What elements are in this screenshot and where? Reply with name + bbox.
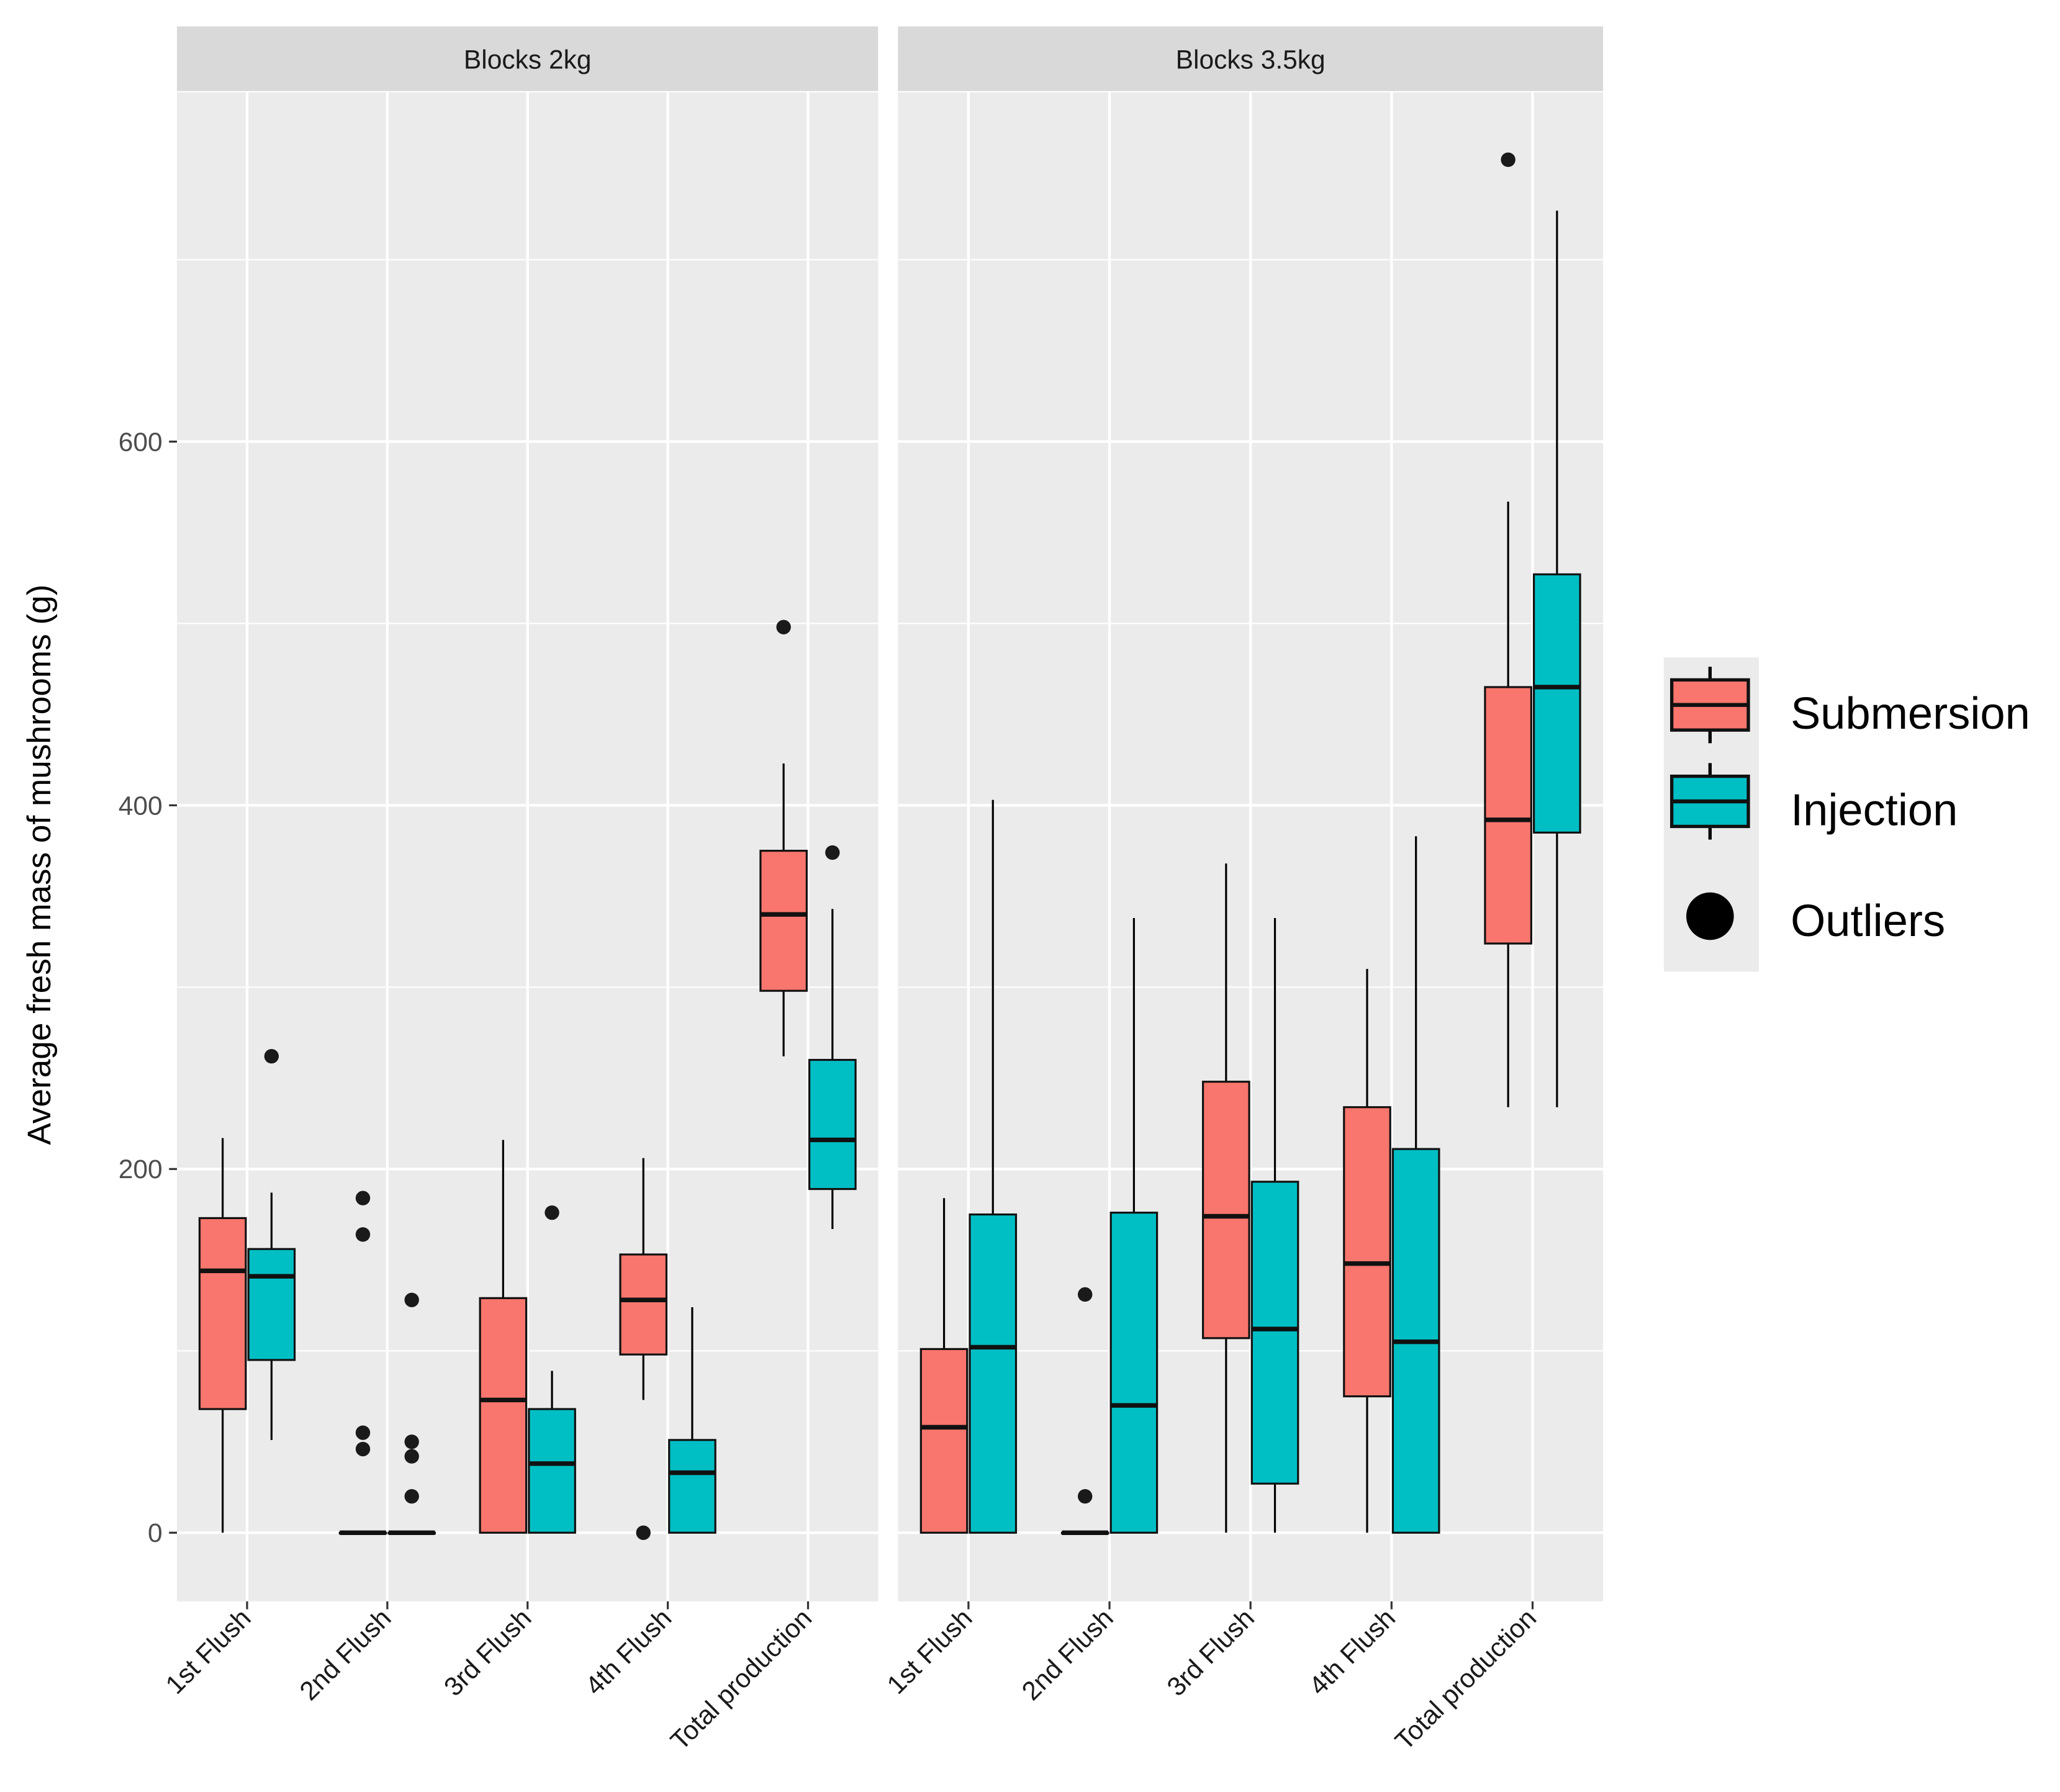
strip-title: Blocks 2kg <box>464 45 592 75</box>
box-iqr <box>1202 1081 1250 1339</box>
outlier-point <box>1077 1488 1093 1504</box>
x-tick-label: 1st Flush <box>160 1603 257 1700</box>
outlier-point <box>355 1191 371 1205</box>
box-submersion <box>1343 969 1391 1533</box>
box-submersion <box>759 619 808 1056</box>
panel-2: Blocks 3.5kg 1st Flush 2nd Flush 3rd Flush 4… <box>882 26 1604 1756</box>
box-iqr <box>1533 573 1581 834</box>
box-injection <box>1533 210 1581 1107</box>
box-injection <box>1109 918 1159 1534</box>
outlier-point <box>404 1449 419 1464</box>
x-tick-label: Total production <box>1389 1603 1542 1756</box>
outlier-point <box>404 1434 419 1449</box>
box-iqr <box>528 1408 576 1534</box>
y-tick-label: 600 <box>119 427 163 457</box>
box-submersion <box>198 1138 247 1533</box>
box-iqr <box>1109 1212 1159 1534</box>
x-tick-label: 4th Flush <box>1303 1603 1401 1701</box>
box-injection <box>808 845 857 1230</box>
box-iqr <box>198 1217 247 1410</box>
legend-label: Injection <box>1791 785 1958 835</box>
x-tick-label: 2nd Flush <box>294 1603 397 1706</box>
x-tick-label: 3rd Flush <box>1161 1603 1260 1702</box>
box-injection <box>528 1205 576 1534</box>
legend-label: Submersion <box>1791 689 2030 739</box>
y-tick-label: 0 <box>148 1518 163 1548</box>
x-tick-label: 3rd Flush <box>438 1603 537 1702</box>
box-injection <box>247 1048 296 1440</box>
box-iqr <box>1343 1106 1391 1398</box>
strip-title: Blocks 3.5kg <box>1176 45 1326 75</box>
box-submersion <box>1060 1287 1109 1536</box>
box-iqr <box>969 1213 1018 1534</box>
outlier-point <box>776 619 791 634</box>
legend-label: Outliers <box>1791 896 1945 946</box>
box-submersion <box>479 1140 528 1534</box>
box-iqr <box>247 1248 296 1361</box>
y-axis-label: Average fresh mass of mushrooms (g) <box>21 585 58 1145</box>
outlier-point <box>544 1205 559 1220</box>
box-submersion <box>1202 863 1250 1533</box>
box-submersion <box>619 1158 668 1540</box>
x-tick-label: 2nd Flush <box>1016 1603 1119 1706</box>
y-tick-label: 400 <box>119 791 163 821</box>
strip-background <box>898 26 1604 91</box>
box-submersion <box>338 1191 387 1536</box>
y-tick-label: 200 <box>119 1155 163 1184</box>
box-iqr <box>479 1297 528 1534</box>
outlier-point <box>355 1425 371 1440</box>
box-injection <box>387 1292 436 1536</box>
box-injection <box>1391 836 1440 1534</box>
box-iqr <box>1250 1181 1299 1485</box>
x-tick-label: Total production <box>665 1603 818 1756</box>
box-injection <box>668 1307 716 1534</box>
outlier-point <box>825 845 840 860</box>
outlier-point <box>355 1227 371 1242</box>
outlier-point <box>355 1441 371 1457</box>
outlier-point <box>1501 152 1516 168</box>
box-submersion <box>1484 152 1532 1107</box>
box-iqr <box>919 1348 969 1534</box>
outlier-point <box>404 1292 419 1307</box>
outlier-point <box>264 1048 279 1064</box>
legend-key-outliers <box>1686 892 1734 940</box>
box-injection <box>1250 918 1299 1533</box>
strip-background <box>177 26 879 91</box>
box-iqr <box>808 1058 857 1191</box>
outlier-point <box>404 1488 419 1504</box>
box-iqr <box>1484 686 1532 945</box>
legend: Submersion Injection Outliers <box>1663 657 2030 972</box>
box-submersion <box>919 1198 969 1534</box>
box-iqr <box>668 1439 716 1534</box>
outlier-point <box>1077 1287 1093 1302</box>
box-iqr <box>619 1253 668 1356</box>
box-injection <box>969 799 1018 1534</box>
panel-1: Blocks 2kg 1st Flush 2nd Flush 3rd Flush 4th… <box>160 26 879 1756</box>
outlier-point <box>636 1525 651 1540</box>
x-tick-label: 4th Flush <box>580 1603 678 1701</box>
box-iqr <box>759 850 808 992</box>
x-tick-label: 1st Flush <box>882 1603 978 1700</box>
